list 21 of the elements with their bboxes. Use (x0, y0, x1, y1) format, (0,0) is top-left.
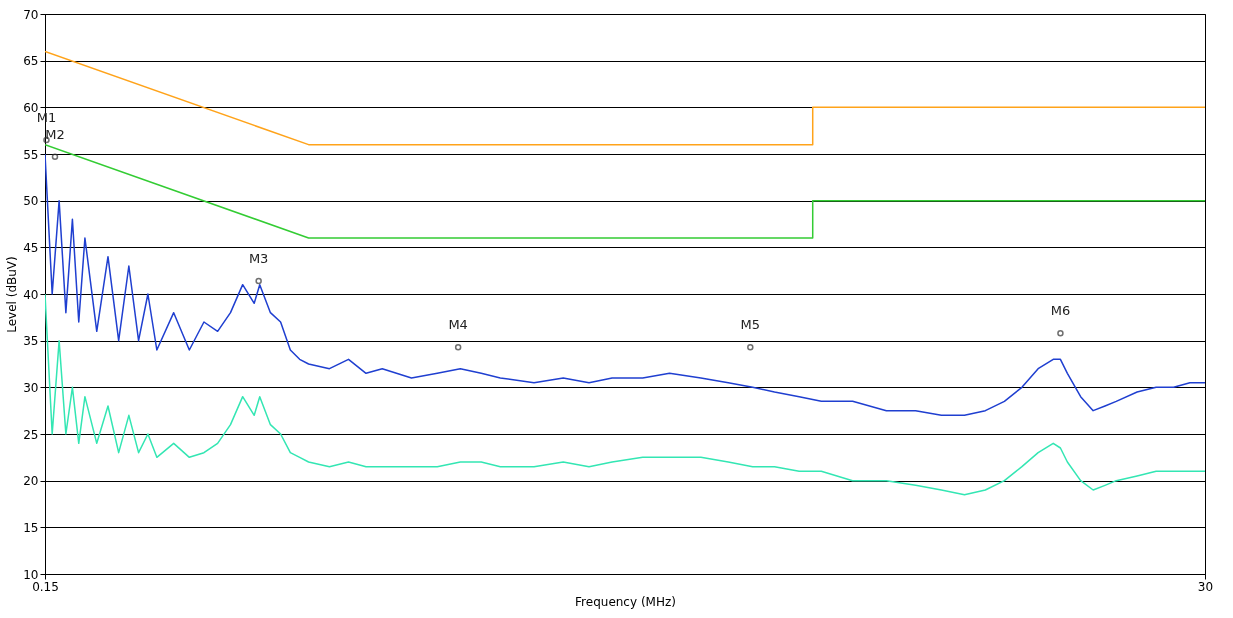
x-tick-label: 0.15 (32, 579, 59, 594)
x-axis-title: Frequency (MHz) (575, 594, 676, 609)
y-tick-label: 65 (23, 54, 39, 69)
y-tick-label: 60 (23, 100, 39, 115)
annotation: M2 (45, 126, 65, 142)
annotation: M3 (248, 250, 269, 266)
y-tick-label: 55 (23, 147, 39, 162)
y-tick-label: 45 (23, 240, 39, 255)
y-tick-label: 70 (23, 7, 39, 22)
y-tick-label: 10 (23, 567, 39, 582)
annotation: M4 (448, 317, 468, 333)
y-tick-label: 50 (23, 194, 39, 209)
y-tick-label: 25 (23, 427, 39, 442)
y-axis-title: Level (dBuV) (5, 256, 20, 333)
y-tick-label: 40 (23, 287, 39, 302)
y-tick-label: 20 (23, 474, 39, 489)
annotation: M5 (740, 317, 761, 333)
y-tick-label: 30 (23, 380, 39, 395)
annotation: M6 (1050, 303, 1071, 319)
y-tick-label: 35 (23, 334, 39, 349)
y-tick-label: 15 (23, 520, 39, 535)
